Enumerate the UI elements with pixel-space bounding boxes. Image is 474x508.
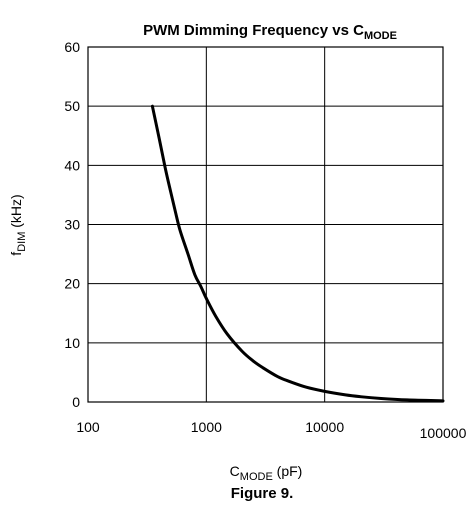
y-tick-label: 10 <box>64 335 80 351</box>
x-tick-label: 10000 <box>305 419 344 435</box>
y-axis-label-unit: (kHz) <box>8 194 24 231</box>
x-tick-label: 1000 <box>191 419 222 435</box>
y-tick-label: 40 <box>64 157 80 173</box>
y-axis-label: fDIM (kHz) <box>8 194 28 255</box>
x-tick-labels: 100 1000 10000 100000 <box>76 419 466 441</box>
chart-title: PWM Dimming Frequency vs CMODE <box>143 22 397 42</box>
x-axis-label-subscript: MODE <box>240 471 273 483</box>
x-tick-label: 100000 <box>420 425 467 441</box>
figure-caption: Figure 9. <box>231 485 294 502</box>
series-line <box>150 104 445 403</box>
gridlines <box>87 46 444 403</box>
x-axis-label: CMODE (pF) <box>230 463 303 483</box>
y-axis-label-subscript: DIM <box>16 232 28 252</box>
x-tick-label: 100 <box>76 419 100 435</box>
y-tick-label: 20 <box>64 276 80 292</box>
y-tick-label: 50 <box>64 98 80 114</box>
y-tick-labels: 0 10 20 30 40 50 60 <box>64 39 80 410</box>
x-axis-label-unit: (pF) <box>273 463 303 479</box>
y-tick-label: 60 <box>64 39 80 55</box>
y-tick-label: 0 <box>72 394 80 410</box>
y-tick-label: 30 <box>64 217 80 233</box>
chart-title-subscript: MODE <box>364 30 397 42</box>
plot-frame <box>87 46 444 403</box>
